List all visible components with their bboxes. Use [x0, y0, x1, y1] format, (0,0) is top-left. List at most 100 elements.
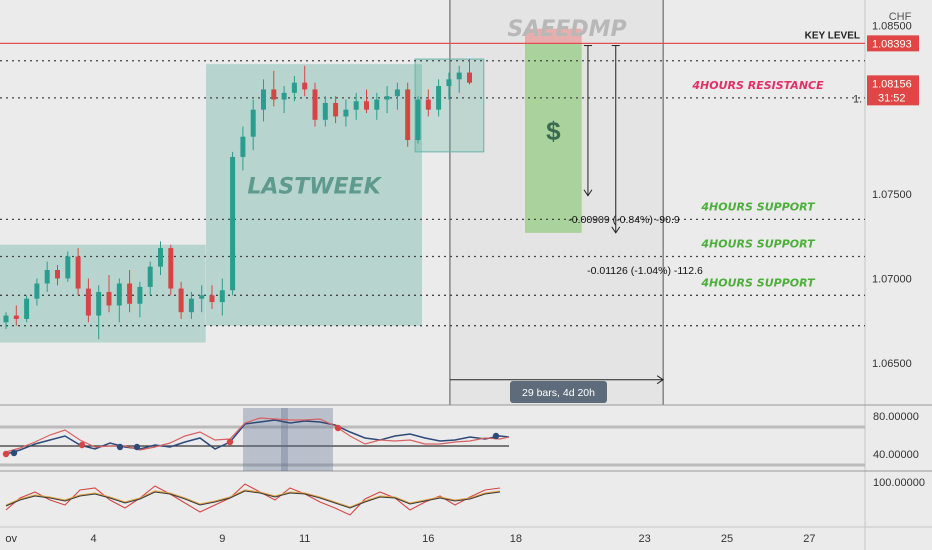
levels-layer: KEY LEVEL 4HOURS RESISTANCE 4HOURS SUPPORT…	[0, 30, 865, 327]
candle-body	[436, 86, 442, 110]
candle-body	[178, 288, 184, 313]
candle-body	[168, 248, 174, 289]
panel1-dot	[116, 443, 124, 451]
candle-body	[261, 89, 266, 110]
panel1-series-signal	[5, 417, 510, 453]
measure-arrow	[611, 226, 621, 234]
candle-body	[219, 290, 225, 303]
currency-label[interactable]: CHF	[889, 11, 912, 23]
candle	[291, 75, 297, 102]
candle	[55, 264, 60, 286]
time-tick: 4	[90, 533, 96, 545]
candle-body	[199, 295, 205, 299]
candle	[24, 295, 30, 323]
candle	[13, 305, 19, 326]
candle	[312, 82, 318, 127]
candle	[446, 72, 452, 100]
candle-body	[158, 248, 163, 267]
candle	[271, 70, 277, 107]
candle	[281, 86, 287, 114]
candle	[425, 89, 431, 117]
candle-body	[281, 92, 287, 100]
time-tick: 27	[803, 533, 815, 545]
price-tick: 1.08500	[872, 20, 912, 32]
time-axis[interactable]: ov 4 9 11 16 18 23 25 27	[5, 533, 815, 545]
panel2-series-base	[5, 490, 501, 509]
candles-layer	[3, 59, 472, 340]
candle-body	[271, 89, 277, 100]
time-tick: 25	[721, 533, 733, 545]
candle	[384, 86, 390, 114]
candle-body	[405, 89, 411, 141]
annotations-layer: -0.00909 (-0.84%) -90.9 -0.01126 (-1.04%)…	[449, 45, 703, 403]
candle-body	[343, 109, 349, 117]
current-price: 1.08156	[872, 78, 912, 90]
panel1-dot	[78, 441, 86, 449]
candle-body	[13, 315, 19, 319]
candle	[436, 79, 442, 117]
candle	[147, 261, 153, 296]
candle-body	[333, 102, 339, 117]
price-tick: 1.07500	[872, 189, 912, 201]
candle-body	[384, 96, 390, 100]
key-level-label: KEY LEVEL	[805, 30, 860, 41]
candle-body	[34, 283, 40, 299]
candle-body	[364, 101, 369, 110]
candle	[374, 92, 380, 120]
candle-body	[230, 156, 236, 291]
candle-body	[374, 99, 380, 110]
support-label: 4HOURS SUPPORT	[700, 276, 816, 289]
panel2-tick: 100.00000	[873, 477, 925, 489]
key-level-price: 1.08393	[872, 38, 912, 50]
candle-body	[302, 82, 308, 90]
target-zone	[525, 43, 582, 233]
candle	[34, 278, 40, 306]
candle	[261, 79, 266, 122]
candle	[456, 65, 462, 93]
candle	[106, 275, 112, 313]
price-tick: 1.06500	[872, 358, 912, 370]
measure-label: -0.01126 (-1.04%) -112.6	[587, 265, 703, 277]
candle-body	[147, 266, 153, 287]
candle	[116, 278, 122, 323]
time-tick: 9	[219, 533, 225, 545]
price-tick: 1.07000	[872, 273, 912, 285]
time-tick: 16	[422, 533, 434, 545]
candle-body	[456, 72, 462, 80]
candle	[322, 96, 328, 127]
candle-body	[394, 89, 400, 97]
candle	[302, 65, 308, 97]
stop-zone	[525, 28, 582, 44]
price-axis[interactable]: 1.08500 1.07500 1.07000 1.06500 1.08393 1.081…	[853, 20, 919, 370]
candle	[250, 99, 256, 151]
box-label-lastweek: LASTWEEK	[247, 175, 382, 200]
candle-body	[467, 72, 472, 83]
candle	[65, 251, 71, 282]
candle-body	[127, 283, 133, 304]
candle-body	[24, 298, 30, 319]
candle-body	[55, 270, 60, 279]
candle-body	[446, 79, 452, 87]
indicator-panels: 80.00000 40.00000 100.00000	[0, 408, 925, 516]
candle	[343, 99, 349, 127]
candle	[85, 278, 91, 323]
candle	[467, 59, 472, 85]
candle-body	[3, 315, 9, 323]
current-price-box	[867, 75, 919, 106]
candle	[353, 92, 359, 120]
candle	[394, 82, 400, 110]
resistance-label: 4HOURS RESISTANCE	[691, 79, 824, 92]
partial-price-label: 1.	[853, 93, 862, 105]
candle-body	[322, 102, 328, 120]
countdown: 31:52	[878, 92, 906, 104]
candle-body	[312, 89, 318, 120]
candle	[209, 285, 215, 309]
panel1-dot	[10, 449, 18, 457]
candle	[168, 244, 174, 296]
time-tick: 11	[299, 533, 310, 545]
time-tick: 18	[510, 533, 522, 545]
candle-body	[44, 270, 50, 284]
candle	[240, 126, 246, 171]
candle-body	[415, 99, 421, 141]
